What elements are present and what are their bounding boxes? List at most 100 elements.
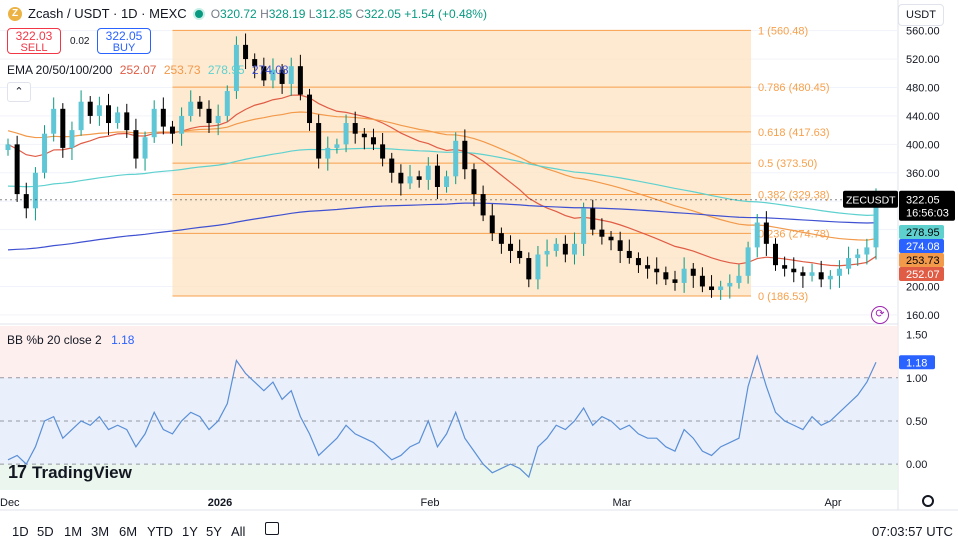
price-tick-label: 440.00 — [906, 111, 940, 123]
candle-body — [709, 286, 715, 291]
candle-body — [179, 115, 185, 134]
candle-body — [791, 268, 797, 273]
timeframe-ytd[interactable]: YTD — [147, 524, 173, 539]
candle-body — [772, 243, 778, 266]
timeframe-5d[interactable]: 5D — [37, 524, 54, 539]
candle-body — [224, 91, 230, 116]
price-tick-label: 360.00 — [906, 168, 940, 180]
bb-lower-zone — [0, 464, 898, 490]
bb-tick-label: 0.00 — [906, 459, 927, 471]
last-price-tag: 322.05 — [906, 195, 940, 207]
ema-legend[interactable]: EMA 20/50/100/200 252.07 253.73 278.95 2… — [7, 63, 293, 77]
candle-body — [827, 275, 833, 280]
time-tick-label: Feb — [421, 497, 440, 509]
timeframe-5y[interactable]: 5Y — [206, 524, 222, 539]
last-price-tag-bg — [899, 190, 955, 221]
candle-body — [873, 199, 879, 248]
ema-price-tag: 274.08 — [906, 241, 940, 253]
bb-tick-label: 0.50 — [906, 416, 927, 428]
price-tick-label: 480.00 — [906, 83, 940, 95]
ema-price-tag-bg — [899, 239, 944, 253]
candle-body — [188, 101, 194, 116]
candle-body — [215, 115, 221, 124]
candle-body — [261, 66, 267, 81]
symbol-tag: ZECUSDT — [846, 195, 896, 207]
ema50-value: 253.73 — [163, 63, 201, 77]
buy-button[interactable]: 322.05 BUY — [97, 28, 151, 54]
candle-body — [425, 165, 431, 180]
candle-body — [654, 268, 660, 273]
candle-body — [544, 250, 550, 255]
ema20-value: 252.07 — [119, 63, 157, 77]
timeframe-1y[interactable]: 1Y — [182, 524, 198, 539]
timeframe-6m[interactable]: 6M — [119, 524, 138, 539]
candle-body — [124, 112, 130, 131]
candle-body — [69, 130, 75, 148]
bb-value: 1.18 — [111, 333, 135, 347]
candle-body — [608, 236, 614, 241]
ema-price-tag-bg — [899, 253, 944, 267]
price-tick-label: 520.00 — [906, 54, 940, 66]
clock[interactable]: 07:03:57 UTC — [872, 524, 953, 539]
candle-body — [78, 101, 84, 131]
price-tick-label: 560.00 — [906, 26, 940, 38]
collapse-legend-button[interactable]: ⌃ — [7, 82, 31, 102]
sell-button[interactable]: 322.03 SELL — [7, 28, 61, 54]
high-value: 328.19 — [268, 6, 306, 21]
currency-selector[interactable]: USDT — [898, 4, 944, 26]
brand-name: TradingView — [32, 462, 132, 482]
candle-body — [800, 272, 806, 276]
candle-body — [526, 258, 532, 280]
timeframe-3m[interactable]: 3M — [91, 524, 110, 539]
open-value: 320.72 — [220, 6, 257, 21]
candle-body — [5, 144, 11, 151]
candle-body — [233, 44, 239, 92]
symbol-title[interactable]: Zcash / USDT · 1D · MEXC — [28, 6, 187, 21]
price-tick-label: 400.00 — [906, 139, 940, 151]
candle-body — [151, 108, 157, 138]
candle-body — [846, 258, 852, 269]
timeframe-1m[interactable]: 1M — [64, 524, 83, 539]
bb-upper-zone — [0, 326, 898, 378]
candle-body — [32, 172, 38, 209]
ema-label: EMA 20/50/100/200 — [7, 63, 113, 77]
candlestick-series — [5, 33, 879, 300]
candle-body — [489, 215, 495, 234]
bb-legend[interactable]: BB %b 20 close 2 1.18 — [7, 333, 134, 347]
candle-body — [517, 250, 523, 259]
candle-body — [42, 133, 48, 173]
fib-label: 0.382 (329.38) — [758, 190, 830, 202]
candle-body — [617, 240, 623, 251]
ohlc-readout: O320.72 H328.19 L312.85 C322.05 +1.54 (+… — [210, 6, 487, 21]
timeframe-all[interactable]: All — [231, 524, 246, 539]
candle-body — [197, 101, 203, 109]
candle-body — [855, 254, 861, 259]
candle-body — [553, 243, 559, 251]
time-tick-label: Mar — [613, 497, 632, 509]
candle-body — [316, 123, 322, 159]
bb-value-tag-bg — [899, 355, 935, 370]
bb-tick-label: 1.50 — [906, 330, 927, 342]
calendar-icon[interactable] — [265, 522, 279, 535]
candle-body — [690, 268, 696, 276]
low-value: 312.85 — [315, 6, 353, 21]
candle-body — [480, 194, 486, 216]
candle-body — [297, 66, 303, 95]
candle-body — [133, 130, 139, 159]
ema-price-tag-bg — [899, 225, 944, 239]
time-tick-label: Apr — [824, 497, 841, 509]
bb-label: BB %b 20 close 2 — [7, 333, 102, 347]
settings-gear-icon[interactable] — [922, 495, 934, 507]
candle-body — [23, 194, 29, 209]
candle-body — [672, 279, 678, 283]
candle-body — [809, 272, 815, 276]
ema-price-tag: 253.73 — [906, 255, 940, 267]
candle-body — [361, 133, 367, 138]
alert-icon[interactable]: ⟳ — [871, 306, 889, 324]
candle-body — [87, 101, 93, 116]
candle-body — [160, 108, 166, 127]
candle-body — [508, 243, 514, 251]
ema200-line — [7, 202, 877, 251]
timeframe-1d[interactable]: 1D — [12, 524, 29, 539]
